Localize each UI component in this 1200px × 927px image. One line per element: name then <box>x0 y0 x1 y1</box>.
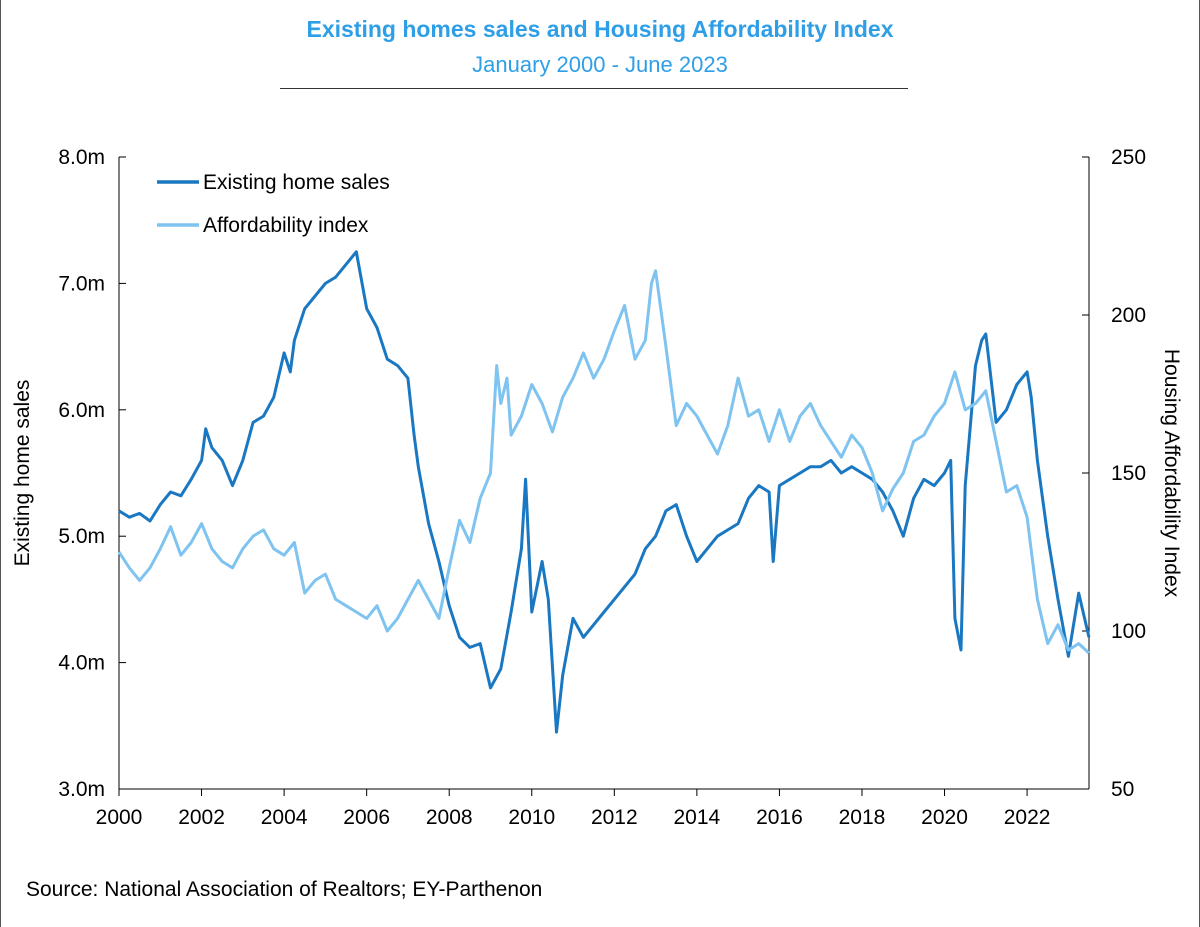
x-tick-label: 2000 <box>96 806 143 829</box>
left-axis-title: Existing home sales <box>11 380 34 567</box>
right-axis-title: Housing Affordability Index <box>1160 349 1183 598</box>
left-tick-label: 7.0m <box>58 272 105 295</box>
chart-title: Existing homes sales and Housing Afforda… <box>306 16 894 42</box>
right-tick-label: 100 <box>1111 620 1146 643</box>
legend-label-2: Affordability index <box>203 214 369 237</box>
series-line-2 <box>117 269 1091 655</box>
x-tick-label: 2004 <box>261 806 308 829</box>
x-tick-label: 2018 <box>839 806 886 829</box>
source-note: Source: National Association of Realtors… <box>26 878 543 901</box>
x-tick-label: 2022 <box>1004 806 1051 829</box>
left-tick-label: 6.0m <box>58 399 105 422</box>
x-tick-label: 2006 <box>343 806 390 829</box>
right-tick-label: 250 <box>1111 146 1146 169</box>
left-tick-label: 3.0m <box>58 778 105 801</box>
x-tick-label: 2014 <box>674 806 721 829</box>
legend-label-1: Existing home sales <box>203 171 390 194</box>
x-tick-label: 2010 <box>508 806 555 829</box>
x-tick-label: 2016 <box>756 806 803 829</box>
line-chart: 3.0m 4.0m 5.0m 6.0m 7.0m 8.0m 50 100 150 200 250 20… <box>11 146 1183 829</box>
x-tick-label: 2020 <box>921 806 968 829</box>
right-tick-label: 50 <box>1111 778 1134 801</box>
left-tick-label: 8.0m <box>58 146 105 169</box>
left-tick-label: 4.0m <box>58 652 105 675</box>
title-underline <box>280 88 908 89</box>
x-tick-label: 2008 <box>426 806 473 829</box>
series-line-1 <box>118 250 1091 734</box>
x-tick-label: 2012 <box>591 806 638 829</box>
right-tick-label: 150 <box>1111 462 1146 485</box>
left-tick-label: 5.0m <box>58 525 105 548</box>
x-tick-label: 2002 <box>178 806 225 829</box>
right-tick-label: 200 <box>1111 304 1146 327</box>
chart-subtitle: January 2000 - June 2023 <box>472 52 728 77</box>
